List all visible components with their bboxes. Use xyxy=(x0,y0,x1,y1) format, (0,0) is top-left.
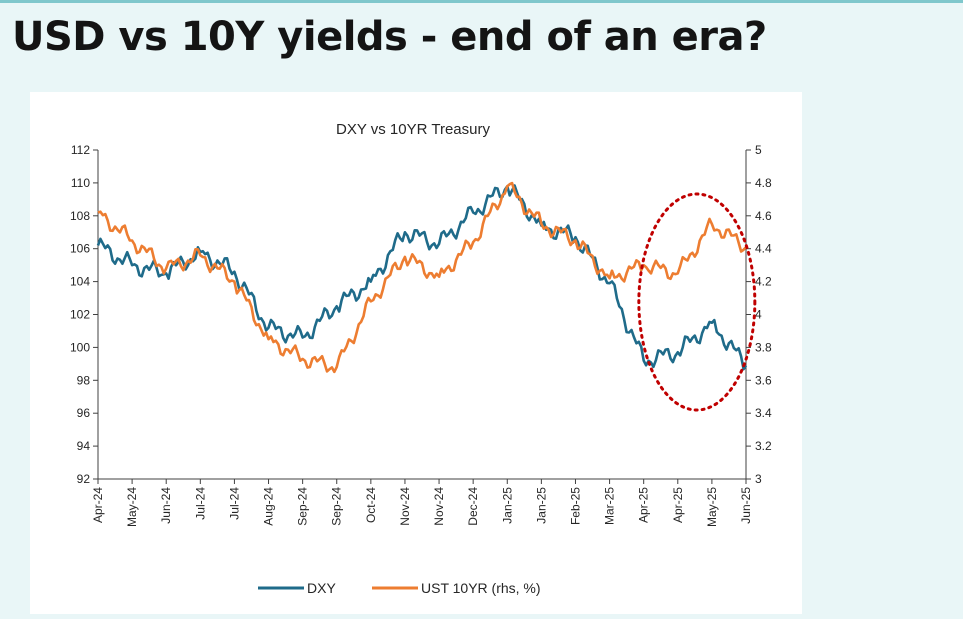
left-tick-label: 110 xyxy=(71,176,90,190)
right-tick-label: 4.2 xyxy=(755,275,772,289)
left-tick-label: 98 xyxy=(77,373,91,387)
legend-label-ust: UST 10YR (rhs, %) xyxy=(421,580,541,596)
left-tick-label: 112 xyxy=(71,143,90,157)
x-tick-label: Feb-25 xyxy=(568,487,582,525)
x-axis: Apr-24 May-24 Jun-24 Jul-24 Jul-24 Aug-24 Sep-… xyxy=(91,478,753,527)
page-title: USD vs 10Y yields - end of an era? xyxy=(12,14,767,60)
header-accent-line xyxy=(0,0,963,3)
right-tick-label: 4.4 xyxy=(755,242,772,256)
x-tick-label: Aug-24 xyxy=(262,487,276,526)
right-tick-label: 4 xyxy=(755,308,762,322)
x-tick-label: Apr-25 xyxy=(637,487,651,523)
left-tick-label: 92 xyxy=(77,472,91,486)
x-tick-label: Oct-24 xyxy=(364,487,378,523)
x-tick-label: Jun-25 xyxy=(739,487,753,524)
right-tick-label: 4.8 xyxy=(755,176,772,190)
chart-title: DXY vs 10YR Treasury xyxy=(336,121,490,138)
left-tick-label: 106 xyxy=(70,242,90,256)
right-tick-label: 5 xyxy=(755,143,762,157)
left-tick-label: 108 xyxy=(70,209,90,223)
series-layer xyxy=(96,181,748,374)
x-tick-label: May-25 xyxy=(705,487,719,527)
x-tick-label: Nov-24 xyxy=(432,487,446,526)
highlight-ellipse xyxy=(637,192,757,412)
x-tick-label: Sep-24 xyxy=(330,487,344,526)
highlight-layer xyxy=(637,192,757,412)
right-tick-label: 4.6 xyxy=(755,209,772,223)
x-tick-label: Jul-24 xyxy=(227,487,241,520)
x-tick-label: Jan-25 xyxy=(500,487,514,524)
x-tick-label: Sep-24 xyxy=(296,487,310,526)
x-tick-label: Apr-25 xyxy=(671,487,685,523)
left-tick-label: 104 xyxy=(70,275,90,289)
x-tick-label: Dec-24 xyxy=(466,487,480,526)
right-tick-label: 3.2 xyxy=(755,439,772,453)
legend-label-dxy: DXY xyxy=(307,580,336,596)
left-tick-label: 96 xyxy=(77,406,91,420)
x-tick-label: Apr-24 xyxy=(91,487,105,523)
x-tick-label: Jan-25 xyxy=(534,487,548,524)
right-tick-label: 3.4 xyxy=(755,406,772,420)
series-line-ust xyxy=(97,181,747,374)
chart-card: DXY vs 10YR Treasury 92 94 96 98 100 102 104 10… xyxy=(30,92,802,614)
legend: DXY UST 10YR (rhs, %) xyxy=(258,580,541,596)
x-tick-label: Mar-25 xyxy=(603,487,617,525)
left-y-axis: 92 94 96 98 100 102 104 106 108 110 112 xyxy=(70,143,99,486)
left-tick-label: 94 xyxy=(77,439,91,453)
series-line-dxy xyxy=(96,184,748,371)
chart-svg: DXY vs 10YR Treasury 92 94 96 98 100 102 104 10… xyxy=(70,121,772,596)
x-tick-label: Jun-24 xyxy=(159,487,173,524)
x-tick-label: Nov-24 xyxy=(398,487,412,526)
right-y-axis: 3 3.2 3.4 3.6 3.8 4 4.2 4.4 4.6 4.8 5 xyxy=(745,143,772,486)
x-tick-label: Jul-24 xyxy=(193,487,207,520)
right-tick-label: 3.8 xyxy=(755,340,772,354)
right-tick-label: 3 xyxy=(755,472,762,486)
x-tick-label: May-24 xyxy=(125,487,139,527)
left-tick-label: 102 xyxy=(70,308,90,322)
right-tick-label: 3.6 xyxy=(755,373,772,387)
left-tick-label: 100 xyxy=(70,340,90,354)
